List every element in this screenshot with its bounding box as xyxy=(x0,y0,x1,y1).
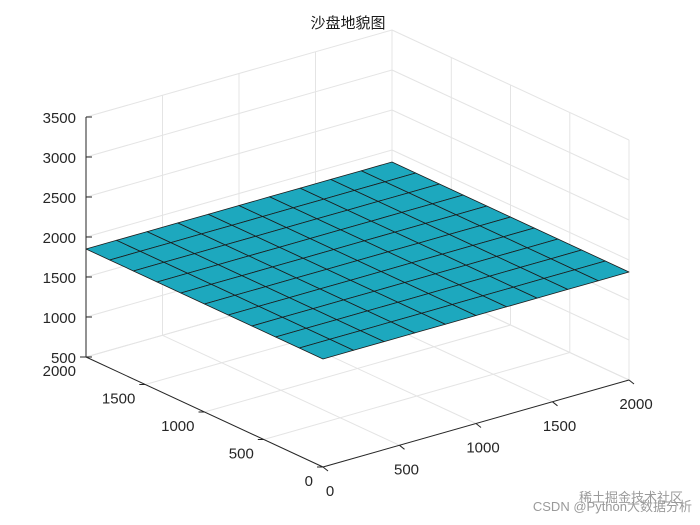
x-tick-mark xyxy=(399,444,405,450)
tick-layer: 0500100015002000050010001500200050010001… xyxy=(43,110,653,500)
grid-line xyxy=(85,29,393,118)
grid-line xyxy=(391,109,630,221)
x-tick-label: 2000 xyxy=(619,396,652,413)
grid-line xyxy=(391,69,630,181)
x-tick-mark xyxy=(475,423,482,428)
x-tick-label: 1500 xyxy=(543,418,576,435)
x-tick-label: 1000 xyxy=(466,440,499,457)
z-tick-label: 2000 xyxy=(43,230,76,247)
watermark-overlay-text: 稀土掘金技术社区 xyxy=(579,490,683,505)
y-tick-label: 1000 xyxy=(161,418,194,435)
grid-line xyxy=(391,149,630,261)
x-tick-mark xyxy=(552,401,558,407)
grid-line xyxy=(204,324,511,413)
z-tick-label: 3500 xyxy=(43,110,76,127)
z-tick-label: 1000 xyxy=(43,310,76,327)
grid-line xyxy=(85,149,393,238)
y-tick-label: 500 xyxy=(229,446,254,463)
grid-line xyxy=(391,29,630,141)
z-tick-label: 1500 xyxy=(43,270,76,287)
y-tick-label: 2000 xyxy=(43,363,76,380)
grid-line xyxy=(85,109,393,198)
surface-face xyxy=(574,260,630,282)
x-tick-label: 500 xyxy=(394,461,419,478)
z-tick-label: 3000 xyxy=(43,150,76,167)
z-tick-label: 500 xyxy=(51,350,76,367)
x-tick-mark xyxy=(628,379,635,385)
grid-line xyxy=(263,352,570,440)
axis-layer xyxy=(80,116,635,472)
grid-line xyxy=(85,69,393,158)
surface-layer xyxy=(85,161,630,360)
chart-title: 沙盘地貌图 xyxy=(310,14,385,32)
y-tick-label: 1500 xyxy=(102,391,135,408)
z-tick-label: 2500 xyxy=(43,190,76,207)
watermark-text: CSDN @Python大数据分析 xyxy=(533,499,692,514)
x-tick-mark xyxy=(322,466,329,472)
x-tick-label: 0 xyxy=(326,483,334,500)
y-tick-label: 0 xyxy=(305,473,313,490)
